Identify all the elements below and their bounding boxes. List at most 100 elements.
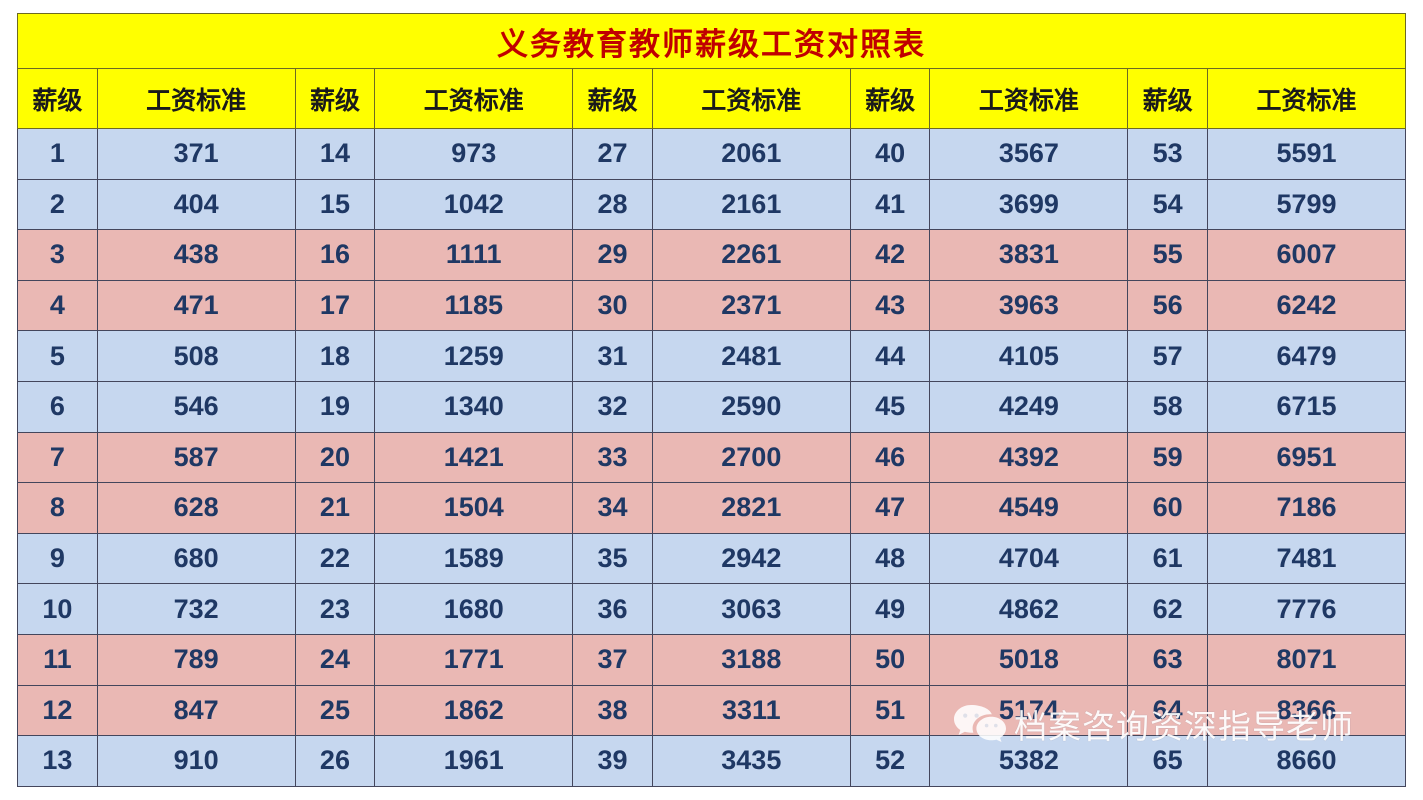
cell-wage-standard: 471 bbox=[96, 279, 296, 332]
cell-wage-standard: 5018 bbox=[929, 633, 1129, 686]
cell-wage-standard: 1961 bbox=[374, 735, 574, 787]
cell-wage-standard: 1111 bbox=[374, 229, 574, 281]
cell-wage-standard: 8071 bbox=[1207, 633, 1406, 686]
cell-salary-grade: 50 bbox=[849, 633, 931, 686]
cell-salary-grade: 17 bbox=[294, 279, 376, 332]
cell-wage-standard: 4862 bbox=[929, 583, 1129, 635]
cell-salary-grade: 19 bbox=[294, 380, 376, 433]
cell-wage-standard: 910 bbox=[96, 735, 296, 787]
cell-salary-grade: 18 bbox=[294, 330, 376, 382]
cell-salary-grade: 62 bbox=[1127, 583, 1209, 635]
table-row: 13 910 26 1961 39 3435 52 5382 65 8660 bbox=[17, 735, 1406, 787]
cell-salary-grade: 54 bbox=[1127, 178, 1209, 231]
cell-salary-grade: 61 bbox=[1127, 532, 1209, 585]
cell-wage-standard: 6007 bbox=[1207, 229, 1406, 281]
cell-salary-grade: 10 bbox=[17, 583, 98, 635]
cell-wage-standard: 680 bbox=[96, 532, 296, 585]
cell-salary-grade: 35 bbox=[572, 532, 653, 585]
table-row: 6 546 19 1340 32 2590 45 4249 58 6715 bbox=[17, 380, 1406, 433]
column-header-wage-2: 工资标准 bbox=[374, 68, 574, 129]
cell-salary-grade: 25 bbox=[294, 684, 376, 737]
cell-wage-standard: 1421 bbox=[374, 431, 574, 484]
cell-wage-standard: 4392 bbox=[929, 431, 1129, 484]
cell-salary-grade: 40 bbox=[849, 128, 931, 180]
cell-salary-grade: 43 bbox=[849, 279, 931, 332]
cell-wage-standard: 2590 bbox=[651, 380, 851, 433]
cell-salary-grade: 26 bbox=[294, 735, 376, 787]
cell-salary-grade: 16 bbox=[294, 229, 376, 281]
cell-wage-standard: 2161 bbox=[651, 178, 851, 231]
cell-wage-standard: 6715 bbox=[1207, 380, 1406, 433]
cell-salary-grade: 47 bbox=[849, 482, 931, 534]
cell-salary-grade: 8 bbox=[17, 482, 98, 534]
cell-salary-grade: 15 bbox=[294, 178, 376, 231]
cell-salary-grade: 36 bbox=[572, 583, 653, 635]
table-row: 9 680 22 1589 35 2942 48 4704 61 7481 bbox=[17, 532, 1406, 585]
cell-wage-standard: 1340 bbox=[374, 380, 574, 433]
cell-wage-standard: 3831 bbox=[929, 229, 1129, 281]
cell-salary-grade: 45 bbox=[849, 380, 931, 433]
column-header-wage-4: 工资标准 bbox=[929, 68, 1129, 129]
column-header-wage-1: 工资标准 bbox=[96, 68, 296, 129]
table-body: 1 371 14 973 27 2061 40 3567 53 5591 2 404 15 1042 28 2… bbox=[17, 128, 1406, 787]
cell-wage-standard: 8366 bbox=[1207, 684, 1406, 737]
cell-wage-standard: 2481 bbox=[651, 330, 851, 382]
column-header-grade-2: 薪级 bbox=[294, 68, 376, 129]
cell-salary-grade: 23 bbox=[294, 583, 376, 635]
cell-salary-grade: 49 bbox=[849, 583, 931, 635]
cell-wage-standard: 973 bbox=[374, 128, 574, 180]
cell-wage-standard: 1185 bbox=[374, 279, 574, 332]
column-header-grade-3: 薪级 bbox=[572, 68, 653, 129]
cell-salary-grade: 64 bbox=[1127, 684, 1209, 737]
cell-salary-grade: 60 bbox=[1127, 482, 1209, 534]
cell-salary-grade: 42 bbox=[849, 229, 931, 281]
cell-salary-grade: 3 bbox=[17, 229, 98, 281]
column-header-wage-5: 工资标准 bbox=[1207, 68, 1406, 129]
cell-salary-grade: 56 bbox=[1127, 279, 1209, 332]
cell-salary-grade: 53 bbox=[1127, 128, 1209, 180]
table-row: 10 732 23 1680 36 3063 49 4862 62 7776 bbox=[17, 583, 1406, 635]
cell-wage-standard: 5174 bbox=[929, 684, 1129, 737]
cell-salary-grade: 20 bbox=[294, 431, 376, 484]
cell-wage-standard: 2942 bbox=[651, 532, 851, 585]
cell-salary-grade: 6 bbox=[17, 380, 98, 433]
table-row: 3 438 16 1111 29 2261 42 3831 55 6007 bbox=[17, 229, 1406, 281]
cell-wage-standard: 5382 bbox=[929, 735, 1129, 787]
cell-salary-grade: 58 bbox=[1127, 380, 1209, 433]
table-row: 8 628 21 1504 34 2821 47 4549 60 7186 bbox=[17, 482, 1406, 534]
cell-salary-grade: 21 bbox=[294, 482, 376, 534]
salary-grade-table: 义务教育教师薪级工资对照表 薪级 工资标准 薪级 工资标准 薪级 工资标准 薪级… bbox=[17, 13, 1406, 787]
cell-salary-grade: 57 bbox=[1127, 330, 1209, 382]
cell-salary-grade: 13 bbox=[17, 735, 98, 787]
cell-salary-grade: 44 bbox=[849, 330, 931, 382]
cell-salary-grade: 63 bbox=[1127, 633, 1209, 686]
cell-wage-standard: 2371 bbox=[651, 279, 851, 332]
cell-wage-standard: 2700 bbox=[651, 431, 851, 484]
cell-wage-standard: 3188 bbox=[651, 633, 851, 686]
cell-salary-grade: 41 bbox=[849, 178, 931, 231]
cell-wage-standard: 2061 bbox=[651, 128, 851, 180]
cell-wage-standard: 1862 bbox=[374, 684, 574, 737]
cell-wage-standard: 1771 bbox=[374, 633, 574, 686]
cell-salary-grade: 51 bbox=[849, 684, 931, 737]
cell-wage-standard: 3435 bbox=[651, 735, 851, 787]
cell-salary-grade: 33 bbox=[572, 431, 653, 484]
cell-wage-standard: 371 bbox=[96, 128, 296, 180]
cell-wage-standard: 1259 bbox=[374, 330, 574, 382]
cell-salary-grade: 2 bbox=[17, 178, 98, 231]
cell-salary-grade: 59 bbox=[1127, 431, 1209, 484]
cell-wage-standard: 1680 bbox=[374, 583, 574, 635]
table-header: 义务教育教师薪级工资对照表 薪级 工资标准 薪级 工资标准 薪级 工资标准 薪级… bbox=[17, 13, 1406, 129]
cell-salary-grade: 5 bbox=[17, 330, 98, 382]
cell-wage-standard: 732 bbox=[96, 583, 296, 635]
cell-salary-grade: 29 bbox=[572, 229, 653, 281]
column-header-grade-4: 薪级 bbox=[849, 68, 931, 129]
cell-wage-standard: 546 bbox=[96, 380, 296, 433]
cell-wage-standard: 3567 bbox=[929, 128, 1129, 180]
cell-wage-standard: 3063 bbox=[651, 583, 851, 635]
cell-wage-standard: 404 bbox=[96, 178, 296, 231]
cell-salary-grade: 48 bbox=[849, 532, 931, 585]
cell-wage-standard: 4704 bbox=[929, 532, 1129, 585]
cell-wage-standard: 7186 bbox=[1207, 482, 1406, 534]
